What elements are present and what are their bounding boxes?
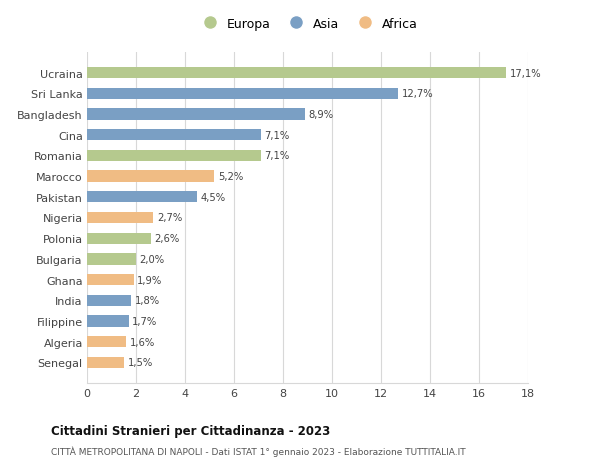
Bar [87, 192, 197, 203]
Bar [87, 171, 214, 182]
Text: 1,9%: 1,9% [137, 275, 163, 285]
Text: 1,8%: 1,8% [135, 296, 160, 306]
Text: 2,0%: 2,0% [140, 254, 165, 264]
Text: 7,1%: 7,1% [265, 151, 290, 161]
Bar [87, 68, 506, 79]
Bar [87, 316, 128, 327]
Text: 7,1%: 7,1% [265, 130, 290, 140]
Text: 1,6%: 1,6% [130, 337, 155, 347]
Text: 2,7%: 2,7% [157, 213, 182, 223]
Text: 12,7%: 12,7% [402, 89, 433, 99]
Text: 2,6%: 2,6% [154, 234, 179, 244]
Bar [87, 336, 126, 347]
Bar [87, 213, 153, 224]
Bar [87, 254, 136, 265]
Bar [87, 130, 261, 141]
Bar [87, 295, 131, 306]
Bar [87, 151, 261, 162]
Text: 17,1%: 17,1% [509, 68, 541, 78]
Bar [87, 89, 398, 100]
Text: 1,7%: 1,7% [133, 316, 158, 326]
Bar [87, 357, 124, 368]
Text: 1,5%: 1,5% [127, 358, 152, 368]
Text: 4,5%: 4,5% [201, 192, 226, 202]
Text: 8,9%: 8,9% [309, 110, 334, 120]
Bar [87, 109, 305, 120]
Text: 5,2%: 5,2% [218, 172, 244, 182]
Text: CITTÀ METROPOLITANA DI NAPOLI - Dati ISTAT 1° gennaio 2023 - Elaborazione TUTTIT: CITTÀ METROPOLITANA DI NAPOLI - Dati IST… [51, 445, 466, 456]
Legend: Europa, Asia, Africa: Europa, Asia, Africa [192, 13, 423, 36]
Bar [87, 233, 151, 244]
Text: Cittadini Stranieri per Cittadinanza - 2023: Cittadini Stranieri per Cittadinanza - 2… [51, 425, 330, 437]
Bar [87, 274, 134, 285]
